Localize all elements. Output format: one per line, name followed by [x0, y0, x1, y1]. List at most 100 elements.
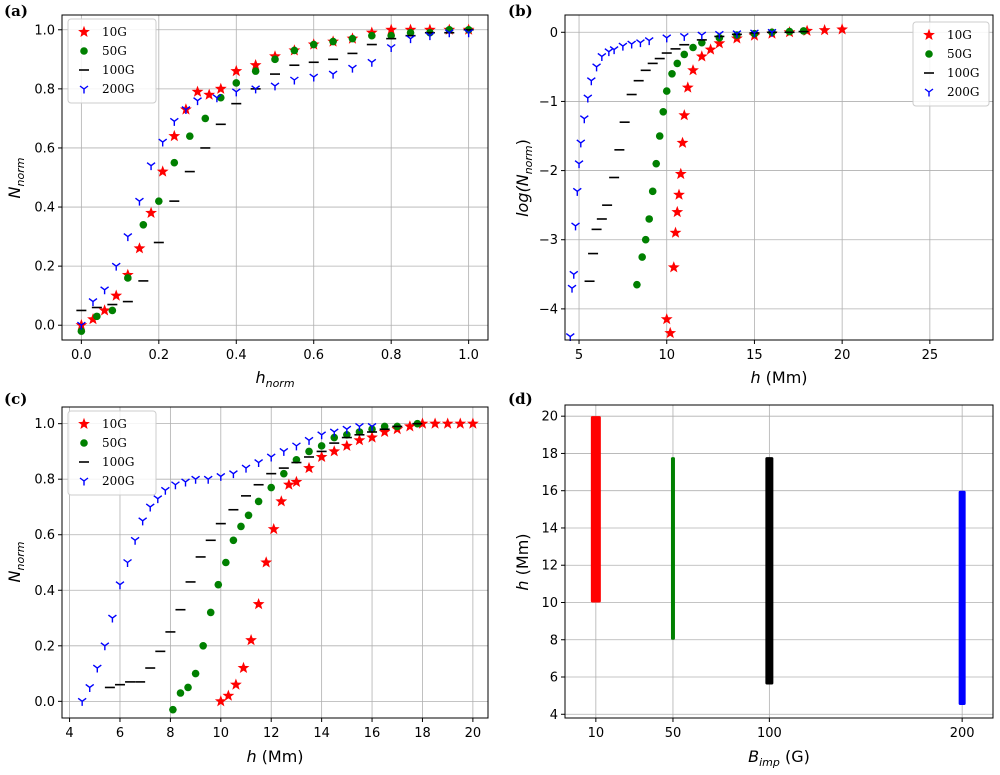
y-tick-label: 0.6 — [34, 528, 55, 543]
data-point — [328, 70, 338, 79]
x-tick-label: 4 — [65, 726, 73, 741]
legend-label: 200G — [947, 85, 980, 99]
data-point — [270, 82, 280, 91]
series-200G — [565, 28, 777, 342]
x-axis-label-unit: (G) — [780, 747, 810, 766]
panel-b: 5 10 15 20 25 0 −1 −2 −3 −4 10G 50G 100G 200G (b) h (Mm… — [508, 2, 994, 387]
data-point — [232, 79, 241, 87]
data-point — [330, 433, 339, 442]
legend-label: 10G — [102, 417, 127, 431]
data-point — [77, 327, 86, 335]
x-axis-label-base: h — [750, 368, 760, 387]
data-point — [168, 129, 181, 142]
data-point — [107, 614, 117, 623]
data-point — [355, 428, 364, 436]
y-tick-label: −4 — [539, 302, 558, 317]
data-point — [93, 312, 101, 321]
data-point — [214, 82, 227, 94]
y-axis-label-suffix: ) — [513, 139, 532, 145]
data-point — [289, 76, 299, 85]
x-axis-label-sub: norm — [266, 377, 295, 390]
data-point — [386, 43, 396, 52]
x-tick-label: 100 — [757, 726, 782, 741]
y-axis-label: log(Nnorm) — [513, 139, 535, 217]
data-point — [111, 262, 121, 271]
x-axis-label: h (Mm) — [246, 747, 303, 766]
x-tick-label: 5 — [575, 348, 583, 363]
x-tick-label: 8 — [166, 726, 174, 741]
data-point — [687, 64, 699, 76]
range-bar — [958, 490, 966, 705]
data-point — [181, 478, 190, 487]
data-point — [254, 458, 264, 468]
data-point — [638, 253, 646, 261]
data-point — [283, 478, 295, 490]
series-100G — [584, 30, 809, 283]
data-point — [100, 642, 110, 651]
data-point — [652, 159, 661, 168]
data-point — [229, 536, 238, 545]
data-point — [329, 428, 339, 437]
series-100G — [765, 457, 774, 685]
data-point — [416, 417, 429, 429]
y-tick-label: 0.2 — [34, 639, 55, 654]
data-point — [214, 695, 227, 707]
data-point — [592, 63, 601, 72]
series-10G — [214, 417, 479, 707]
y-tick-label: 16 — [541, 484, 558, 499]
data-point — [193, 97, 202, 106]
panel-d: 10 50 100 200 4 6 8 10 12 14 16 18 20 (d) Bimp (G) h (M… — [508, 390, 994, 769]
y-tick-label: 1.0 — [34, 23, 55, 38]
data-point — [203, 88, 216, 100]
data-point — [576, 139, 586, 148]
y-axis-label: Nnorm — [5, 158, 27, 199]
data-point — [673, 188, 685, 200]
data-point — [444, 29, 454, 38]
panel-c: 4 6 8 10 12 14 16 18 200.00.20.40.60.81.0 10G50G1… — [4, 390, 489, 766]
y-tick-label: 10 — [541, 596, 558, 611]
data-point — [156, 165, 169, 177]
data-point — [464, 29, 474, 38]
x-tick-label: 10 — [588, 726, 605, 741]
x-axis-label-base: h — [255, 368, 265, 387]
data-point — [644, 37, 654, 46]
data-point — [355, 422, 364, 431]
data-point — [348, 64, 357, 73]
range-bar — [765, 457, 774, 685]
legend-marker — [923, 28, 935, 40]
panel-label: (d) — [508, 390, 533, 408]
data-point — [348, 34, 357, 43]
x-axis-label: hnorm — [255, 368, 294, 390]
legend-marker — [78, 25, 90, 37]
data-point — [130, 536, 140, 545]
data-point — [85, 683, 95, 692]
data-point — [674, 167, 687, 180]
series-200G — [76, 29, 474, 330]
series-50G — [670, 457, 675, 640]
legend: 10G 50G 100G 200G — [67, 18, 157, 104]
data-point — [271, 55, 279, 64]
x-axis-label: h (Mm) — [750, 368, 807, 387]
legend-marker — [78, 417, 90, 429]
y-axis-label-base: N — [5, 186, 24, 198]
data-point — [186, 132, 194, 140]
data-point — [214, 580, 223, 589]
data-point — [689, 43, 697, 52]
legend-label: 50G — [102, 436, 127, 450]
data-point — [317, 431, 327, 440]
data-point — [454, 417, 467, 429]
data-point — [290, 475, 303, 487]
data-point — [315, 450, 328, 462]
legend-marker — [80, 47, 88, 55]
data-point — [668, 69, 676, 78]
data-point — [818, 24, 831, 36]
panel-label: (a) — [4, 2, 28, 20]
data-point — [579, 115, 589, 124]
data-point — [92, 664, 102, 673]
range-bar — [590, 416, 601, 603]
data-point — [251, 67, 260, 75]
y-tick-label: 0.4 — [34, 201, 55, 216]
x-tick-label: 12 — [263, 726, 280, 741]
data-point — [378, 425, 391, 437]
